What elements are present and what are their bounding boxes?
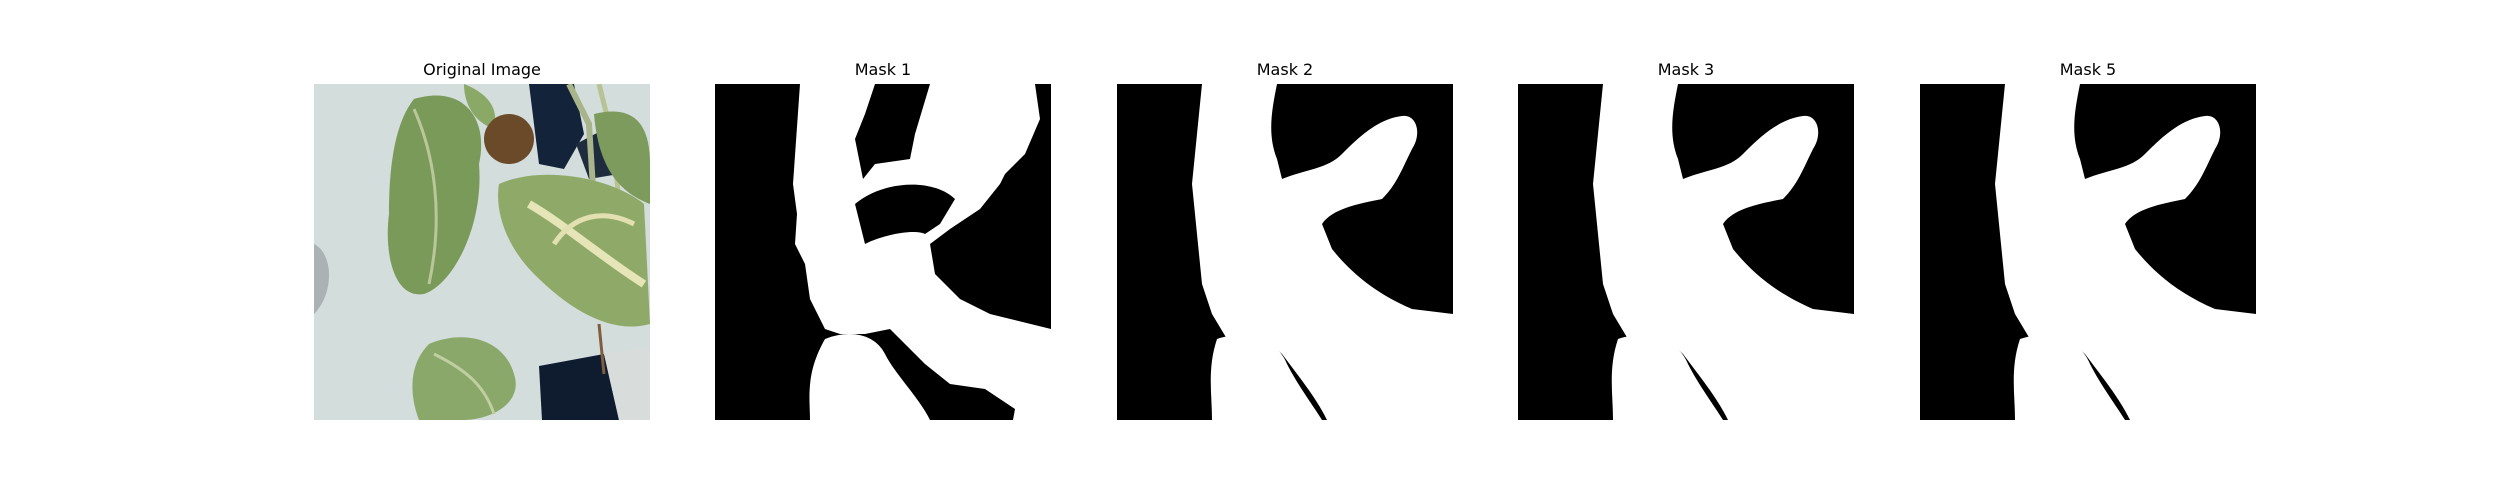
mask-1-image xyxy=(715,84,1051,420)
mask-3-image xyxy=(1518,84,1854,420)
panel-title: Mask 3 xyxy=(1657,60,1715,79)
mask-2-image xyxy=(1117,84,1453,420)
panel-title: Mask 2 xyxy=(1256,60,1314,79)
mask-5-image xyxy=(1920,84,2256,420)
original-image xyxy=(314,84,650,420)
panel-title: Original Image xyxy=(423,60,541,79)
panel-title: Mask 1 xyxy=(854,60,912,79)
panel-title: Mask 5 xyxy=(2059,60,2117,79)
